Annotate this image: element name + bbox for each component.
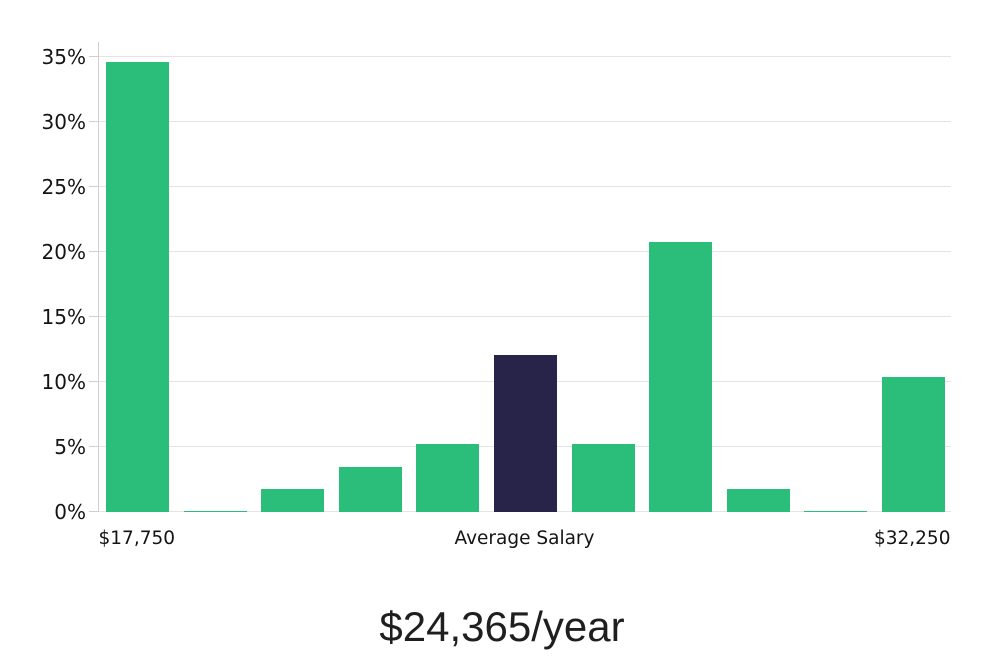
bar-3 xyxy=(338,466,402,512)
plot-area xyxy=(89,42,951,512)
y-tick-mark-25pct xyxy=(89,185,99,187)
bar-2 xyxy=(261,488,325,512)
y-tick-mark-35pct xyxy=(89,55,99,57)
gridline-30pct xyxy=(99,120,951,122)
y-tick-mark-30pct xyxy=(89,120,99,122)
gridline-25pct xyxy=(99,185,951,187)
y-tick-mark-0pct xyxy=(89,510,99,512)
gridline-15pct xyxy=(99,315,951,317)
y-tick-label-30pct: 30% xyxy=(41,110,86,134)
y-tick-label-20pct: 20% xyxy=(41,240,86,264)
y-tick-label-10pct: 10% xyxy=(41,370,86,394)
bar-8 xyxy=(726,488,790,512)
bar-6 xyxy=(571,444,635,512)
x-tick-label--17-750: $17,750 xyxy=(98,528,176,549)
bar-10 xyxy=(881,376,945,512)
x-tick-label-average-salary: Average Salary xyxy=(454,528,595,549)
bar-4 xyxy=(416,444,480,512)
y-tick-mark-20pct xyxy=(89,250,99,252)
gridline-35pct xyxy=(99,55,951,57)
y-tick-label-5pct: 5% xyxy=(54,435,86,459)
bar-0 xyxy=(106,62,170,512)
x-tick-label--32-250: $32,250 xyxy=(873,528,951,549)
bar-1 xyxy=(183,510,247,512)
bar-7 xyxy=(649,241,713,512)
y-tick-mark-10pct xyxy=(89,380,99,382)
y-tick-label-15pct: 15% xyxy=(41,305,86,329)
y-tick-label-35pct: 35% xyxy=(41,45,86,69)
gridline-20pct xyxy=(99,250,951,252)
bar-9 xyxy=(804,510,868,512)
y-tick-mark-5pct xyxy=(89,445,99,447)
y-tick-label-25pct: 25% xyxy=(41,175,86,199)
bar-average-salary xyxy=(494,354,557,512)
y-tick-mark-15pct xyxy=(89,315,99,317)
y-tick-label-0pct: 0% xyxy=(54,500,86,524)
average-salary-title: $24,365/year xyxy=(379,603,625,650)
